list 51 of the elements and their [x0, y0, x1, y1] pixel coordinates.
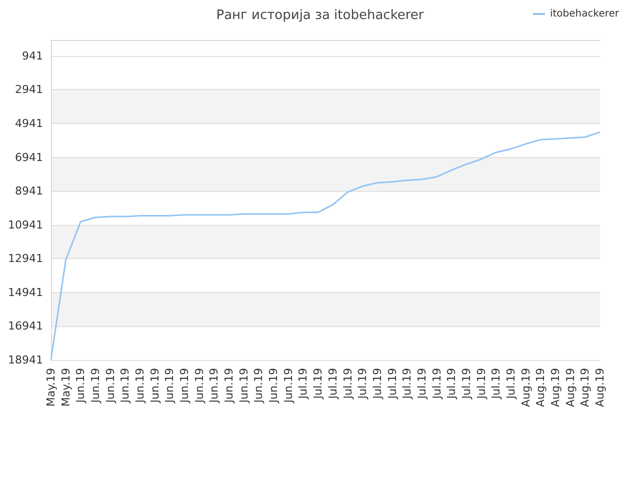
x-tick-label: Jun.19	[222, 368, 236, 404]
x-tick-label: Aug.19	[578, 368, 592, 407]
y-tick-label: 941	[22, 49, 43, 62]
y-tick-label: 2941	[15, 83, 43, 96]
x-tick-label: Jul.19	[326, 368, 340, 400]
x-tick-label: Jun.19	[208, 368, 221, 404]
y-tick-label: 8941	[15, 184, 43, 198]
x-tick-label: May.19	[59, 368, 72, 407]
x-tick-label: Aug.19	[519, 368, 532, 407]
y-tick-label: 14941	[8, 286, 43, 299]
x-tick-label: Jul.19	[296, 368, 310, 400]
x-tick-label: Jun.19	[104, 368, 117, 404]
x-tick-label: Jul.19	[341, 368, 354, 400]
x-tick-label: Aug.19	[534, 368, 548, 407]
y-tick-label: 18941	[8, 354, 43, 366]
x-tick-label: Jun.19	[252, 368, 266, 404]
chart-title: Ранг историја за itobehackerer	[216, 8, 424, 23]
y-tick-label: 12941	[8, 252, 43, 266]
x-tick-label: Jun.19	[237, 368, 250, 404]
x-tick-label: Jun.19	[163, 368, 176, 404]
x-tick-label: Aug.19	[548, 368, 562, 407]
x-tick-label: Jul.19	[312, 368, 325, 400]
x-tick-label: Jun.19	[134, 368, 147, 404]
x-tick-label: Jun.19	[192, 368, 206, 404]
x-tick-label: Jul.19	[445, 368, 458, 400]
x-tick-label: Jun.19	[282, 368, 295, 404]
y-tick-label: 4941	[15, 116, 43, 130]
x-tick-label: Aug.19	[594, 368, 606, 407]
line-series	[50, 131, 601, 360]
x-tick-label: Jul.19	[430, 368, 444, 400]
y-tick-label: 6941	[15, 150, 43, 164]
x-tick-label: May.19	[44, 368, 58, 407]
x-tick-label: Jun.19	[118, 368, 132, 404]
x-tick-label: Aug.19	[564, 368, 577, 407]
y-tick-label: 10941	[8, 218, 43, 232]
y-tick-label: 16941	[8, 320, 43, 333]
x-tick-label: Jun.19	[74, 368, 88, 404]
x-tick-label: Jun.19	[148, 368, 162, 404]
x-tick-label: Jun.19	[178, 368, 192, 404]
x-tick-label: Jul.19	[504, 368, 518, 400]
x-tick-label: Jul.19	[415, 368, 428, 400]
legend-label: itobehackerer	[550, 8, 620, 20]
x-tick-label: Jun.19	[89, 368, 102, 404]
x-tick-label: Jul.19	[400, 368, 414, 400]
x-tick-label: Jun.19	[267, 368, 280, 404]
x-tick-label: Jul.19	[386, 368, 399, 400]
x-tick-label: Jul.19	[460, 368, 473, 400]
x-tick-label: Jul.19	[490, 368, 503, 400]
x-tick-label: Jul.19	[474, 368, 488, 400]
x-tick-label: Jul.19	[356, 368, 370, 400]
x-tick-label: Jul.19	[370, 368, 384, 400]
